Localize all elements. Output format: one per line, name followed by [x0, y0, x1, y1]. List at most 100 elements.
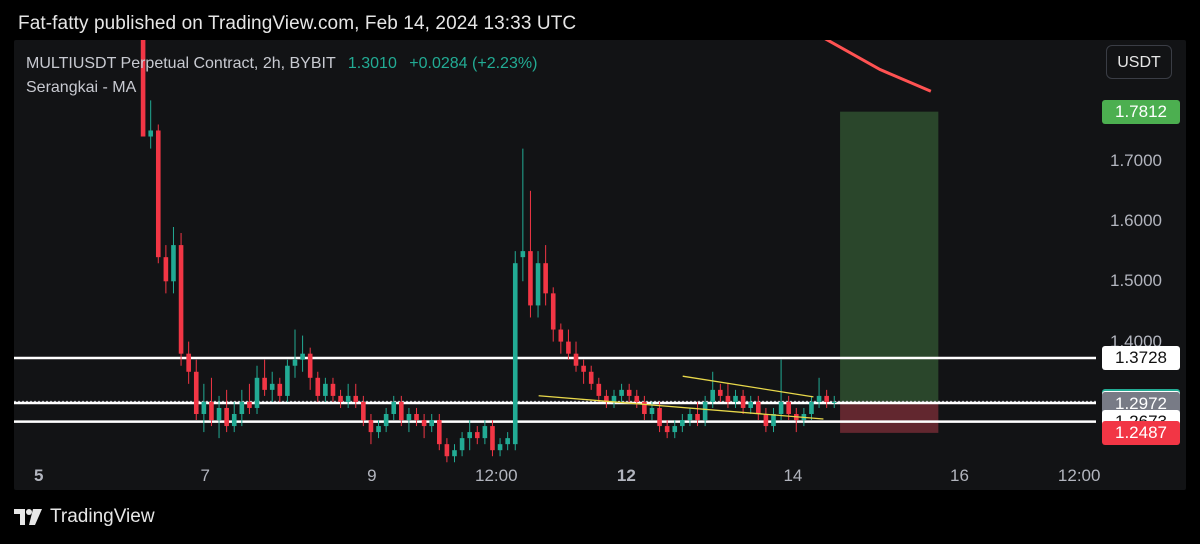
- candle-body: [307, 353, 313, 378]
- x-axis-tick-label: 5: [34, 466, 44, 485]
- candle-body: [163, 257, 169, 282]
- candle-body: [756, 401, 761, 414]
- candle-body: [414, 413, 419, 421]
- moving-average-line: [824, 40, 932, 93]
- candle-body: [292, 359, 298, 366]
- candle-body: [353, 395, 359, 402]
- candle-body: [831, 401, 837, 403]
- candle-body: [695, 413, 700, 421]
- x-axis-tick-label: 12: [616, 466, 636, 485]
- candle-body: [566, 341, 571, 354]
- candle-body: [672, 426, 678, 433]
- candle-body: [437, 420, 442, 445]
- candle-body: [209, 401, 214, 421]
- candle-body: [330, 383, 336, 396]
- candle-body: [474, 432, 480, 439]
- candle-body: [482, 426, 488, 439]
- y-axis-tick-label: 1.6000: [1110, 210, 1162, 230]
- candle-body: [702, 401, 708, 421]
- brand-name: TradingView: [50, 506, 155, 527]
- candle-body: [748, 401, 754, 408]
- candle-body: [558, 329, 564, 342]
- candle-body: [588, 371, 594, 384]
- candle-body: [718, 389, 723, 396]
- candle-body: [611, 395, 617, 402]
- candle-body: [824, 395, 829, 402]
- candle-body: [452, 450, 457, 457]
- candle-body: [171, 245, 176, 282]
- indicator-label[interactable]: Serangkai - MA: [26, 79, 137, 96]
- price-chart[interactable]: [14, 40, 1186, 490]
- candle-body: [550, 293, 556, 330]
- candle-body: [277, 383, 283, 396]
- candle-body: [520, 251, 526, 258]
- stop-zone: [840, 403, 939, 433]
- candle-body: [497, 444, 503, 451]
- candle-body: [323, 383, 328, 396]
- candle-body: [725, 395, 731, 402]
- publication-header: Fat-fatty published on TradingView.com, …: [18, 13, 577, 34]
- candle-body: [680, 420, 685, 427]
- candle-body: [467, 432, 472, 439]
- x-axis-tick-label: 9: [367, 466, 377, 485]
- candle-body: [710, 389, 716, 402]
- y-axis-tick-label: 1.4000: [1110, 331, 1162, 351]
- x-axis-tick-label: 16: [950, 466, 969, 485]
- candle-body: [657, 407, 662, 427]
- candle-body: [140, 40, 146, 137]
- candle-body: [254, 377, 260, 408]
- candle-body: [778, 401, 784, 414]
- candle-body: [399, 401, 404, 421]
- candle-body: [239, 401, 245, 414]
- candle-body: [535, 263, 541, 306]
- x-axis-tick-label: 7: [200, 466, 210, 485]
- candle-body: [201, 401, 207, 414]
- candle-body: [178, 245, 184, 354]
- candle-body: [642, 401, 647, 414]
- candle-body: [596, 383, 602, 396]
- price-tag-target: 1.7812: [1102, 99, 1180, 124]
- candle-body: [368, 420, 374, 433]
- candle-body: [285, 365, 290, 396]
- candle-body: [444, 444, 450, 457]
- last-price-value: 1.3010: [347, 55, 397, 72]
- currency-unit-button[interactable]: USDT: [1106, 45, 1172, 79]
- x-axis-tick-label: 14: [783, 466, 803, 485]
- candle-body: [604, 395, 609, 402]
- candle-body: [581, 365, 586, 372]
- candle-body: [763, 413, 769, 427]
- footer-brand: TradingView: [14, 506, 155, 528]
- candle-body: [262, 377, 267, 390]
- candle-body: [300, 353, 305, 360]
- candle-body: [231, 413, 237, 427]
- candle-body: [391, 401, 397, 414]
- tradingview-logo-icon: [14, 509, 42, 525]
- candle-body: [186, 353, 191, 372]
- chart-panel[interactable]: MULTIUSDT Perpetual Contract, 2h, BYBIT …: [14, 40, 1186, 490]
- candle-body: [361, 401, 366, 421]
- candle-body: [809, 401, 814, 414]
- candle-body: [459, 438, 465, 451]
- candle-body: [771, 413, 776, 427]
- candle-body: [573, 353, 579, 366]
- candle-body: [512, 263, 518, 445]
- price-tag-stop: 1.2487: [1102, 420, 1180, 445]
- candle-body: [247, 401, 252, 408]
- trend-line: [682, 375, 814, 398]
- candle-body: [740, 395, 746, 408]
- candle-body: [634, 395, 640, 402]
- candle-body: [269, 383, 275, 390]
- candle-body: [505, 438, 510, 445]
- candle-body: [733, 395, 738, 402]
- candle-body: [155, 130, 161, 258]
- candle-body: [338, 395, 343, 402]
- candle-body: [216, 407, 222, 421]
- candle-body: [490, 426, 495, 451]
- symbol-info[interactable]: MULTIUSDT Perpetual Contract, 2h, BYBIT: [26, 55, 336, 72]
- price-tag-level: 1.3728: [1102, 346, 1180, 371]
- candle-body: [649, 407, 655, 414]
- x-axis-tick-label: 12:00: [1057, 466, 1101, 485]
- candle-body: [421, 420, 427, 427]
- candle-body: [224, 407, 229, 427]
- candle-body: [786, 401, 791, 414]
